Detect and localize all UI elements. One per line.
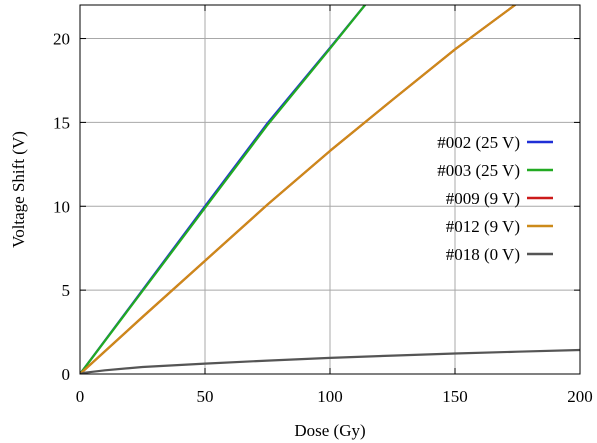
y-axis-label: Voltage Shift (V) bbox=[9, 131, 28, 248]
y-tick-label: 10 bbox=[53, 197, 70, 216]
x-tick-label: 50 bbox=[197, 387, 214, 406]
legend-label: #018 (0 V) bbox=[446, 245, 520, 264]
plot-series bbox=[80, 5, 580, 374]
y-tick-label: 15 bbox=[53, 113, 70, 132]
x-tick-label: 0 bbox=[76, 387, 85, 406]
y-tick-label: 0 bbox=[62, 365, 71, 384]
legend: #002 (25 V) #003 (25 V) #009 (9 V) #012 (9 … bbox=[437, 133, 553, 264]
x-axis-label: Dose (Gy) bbox=[294, 421, 365, 440]
legend-label: #003 (25 V) bbox=[437, 161, 520, 180]
series-line-5 bbox=[80, 348, 580, 374]
legend-label: #012 (9 V) bbox=[446, 217, 520, 236]
series-line-4 bbox=[80, 5, 517, 374]
x-tick-label: 150 bbox=[442, 387, 468, 406]
x-tick-label: 100 bbox=[317, 387, 343, 406]
series-line-2 bbox=[80, 5, 367, 374]
x-tick-label: 200 bbox=[567, 387, 593, 406]
legend-label: #002 (25 V) bbox=[437, 133, 520, 152]
y-tick-label: 5 bbox=[62, 281, 71, 300]
legend-label: #009 (9 V) bbox=[446, 189, 520, 208]
grid-lines bbox=[80, 5, 580, 374]
axis-ticks: 0 50 100 150 200 0 5 10 15 20 bbox=[53, 5, 593, 406]
y-tick-label: 20 bbox=[53, 30, 70, 49]
